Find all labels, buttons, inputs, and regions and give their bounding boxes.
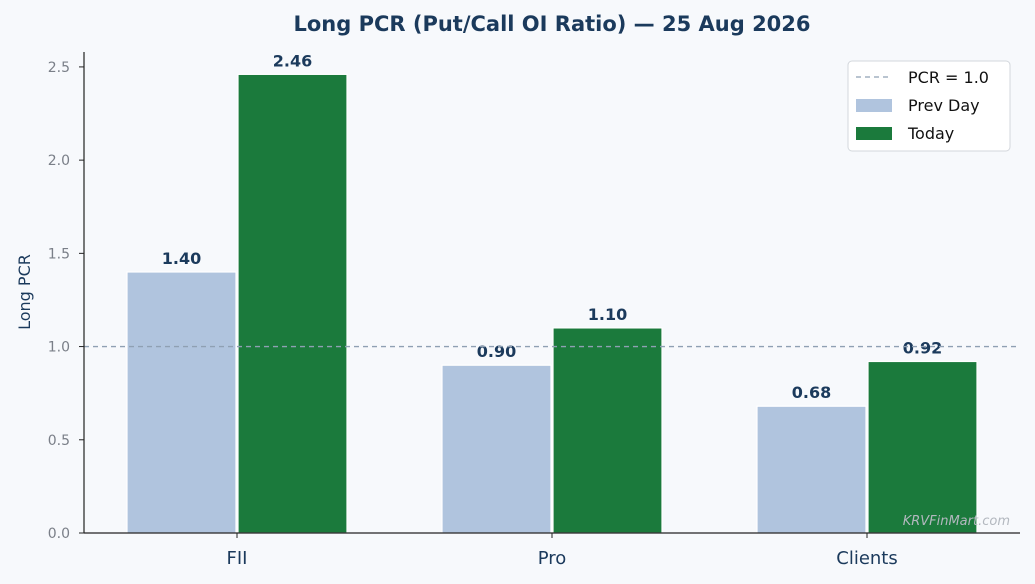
value-label-prev-day-pro: 0.90: [477, 342, 516, 361]
bar-today-fii: [237, 73, 348, 534]
x-tick-pro: Pro: [538, 548, 567, 569]
value-label-today-pro: 1.10: [588, 305, 627, 324]
y-tick-label: 2.5: [48, 60, 70, 76]
legend-label-today: Today: [907, 124, 954, 143]
legend-label-prev-day: Prev Day: [908, 96, 980, 115]
bar-prev-day-pro: [441, 364, 552, 534]
x-tick-clients: Clients: [836, 548, 898, 569]
y-tick-label: 1.0: [48, 340, 70, 356]
legend: PCR = 1.0 Prev Day Today: [847, 60, 1011, 152]
value-label-today-fii: 2.46: [273, 51, 312, 70]
x-tick-fii: FII: [227, 548, 248, 569]
y-axis-label: Long PCR: [15, 254, 34, 330]
value-label-prev-day-fii: 1.40: [162, 249, 201, 268]
value-label-today-clients: 0.92: [903, 338, 942, 357]
y-tick-label: 0.5: [48, 433, 70, 449]
legend-swatch-today: [856, 127, 892, 140]
bar-prev-day-fii: [126, 271, 237, 534]
bar-today-clients: [867, 360, 978, 534]
legend-label-reference: PCR = 1.0: [908, 68, 989, 87]
y-tick-label: 2.0: [48, 153, 70, 169]
plot-area: 1.40 2.46 FII 0.90 1.10 Pro 0.68 0.92 Clients 0.0…: [48, 51, 1020, 569]
legend-swatch-prev-day: [856, 99, 892, 112]
watermark-text: KRVFinMart.com: [903, 514, 1010, 529]
bar-today-pro: [552, 327, 663, 534]
y-tick-label: 1.5: [48, 246, 70, 262]
bar-prev-day-clients: [756, 405, 867, 534]
y-tick-label: 0.0: [48, 526, 70, 542]
value-label-prev-day-clients: 0.68: [792, 383, 831, 402]
chart-title: Long PCR (Put/Call OI Ratio) — 25 Aug 20…: [293, 12, 810, 36]
